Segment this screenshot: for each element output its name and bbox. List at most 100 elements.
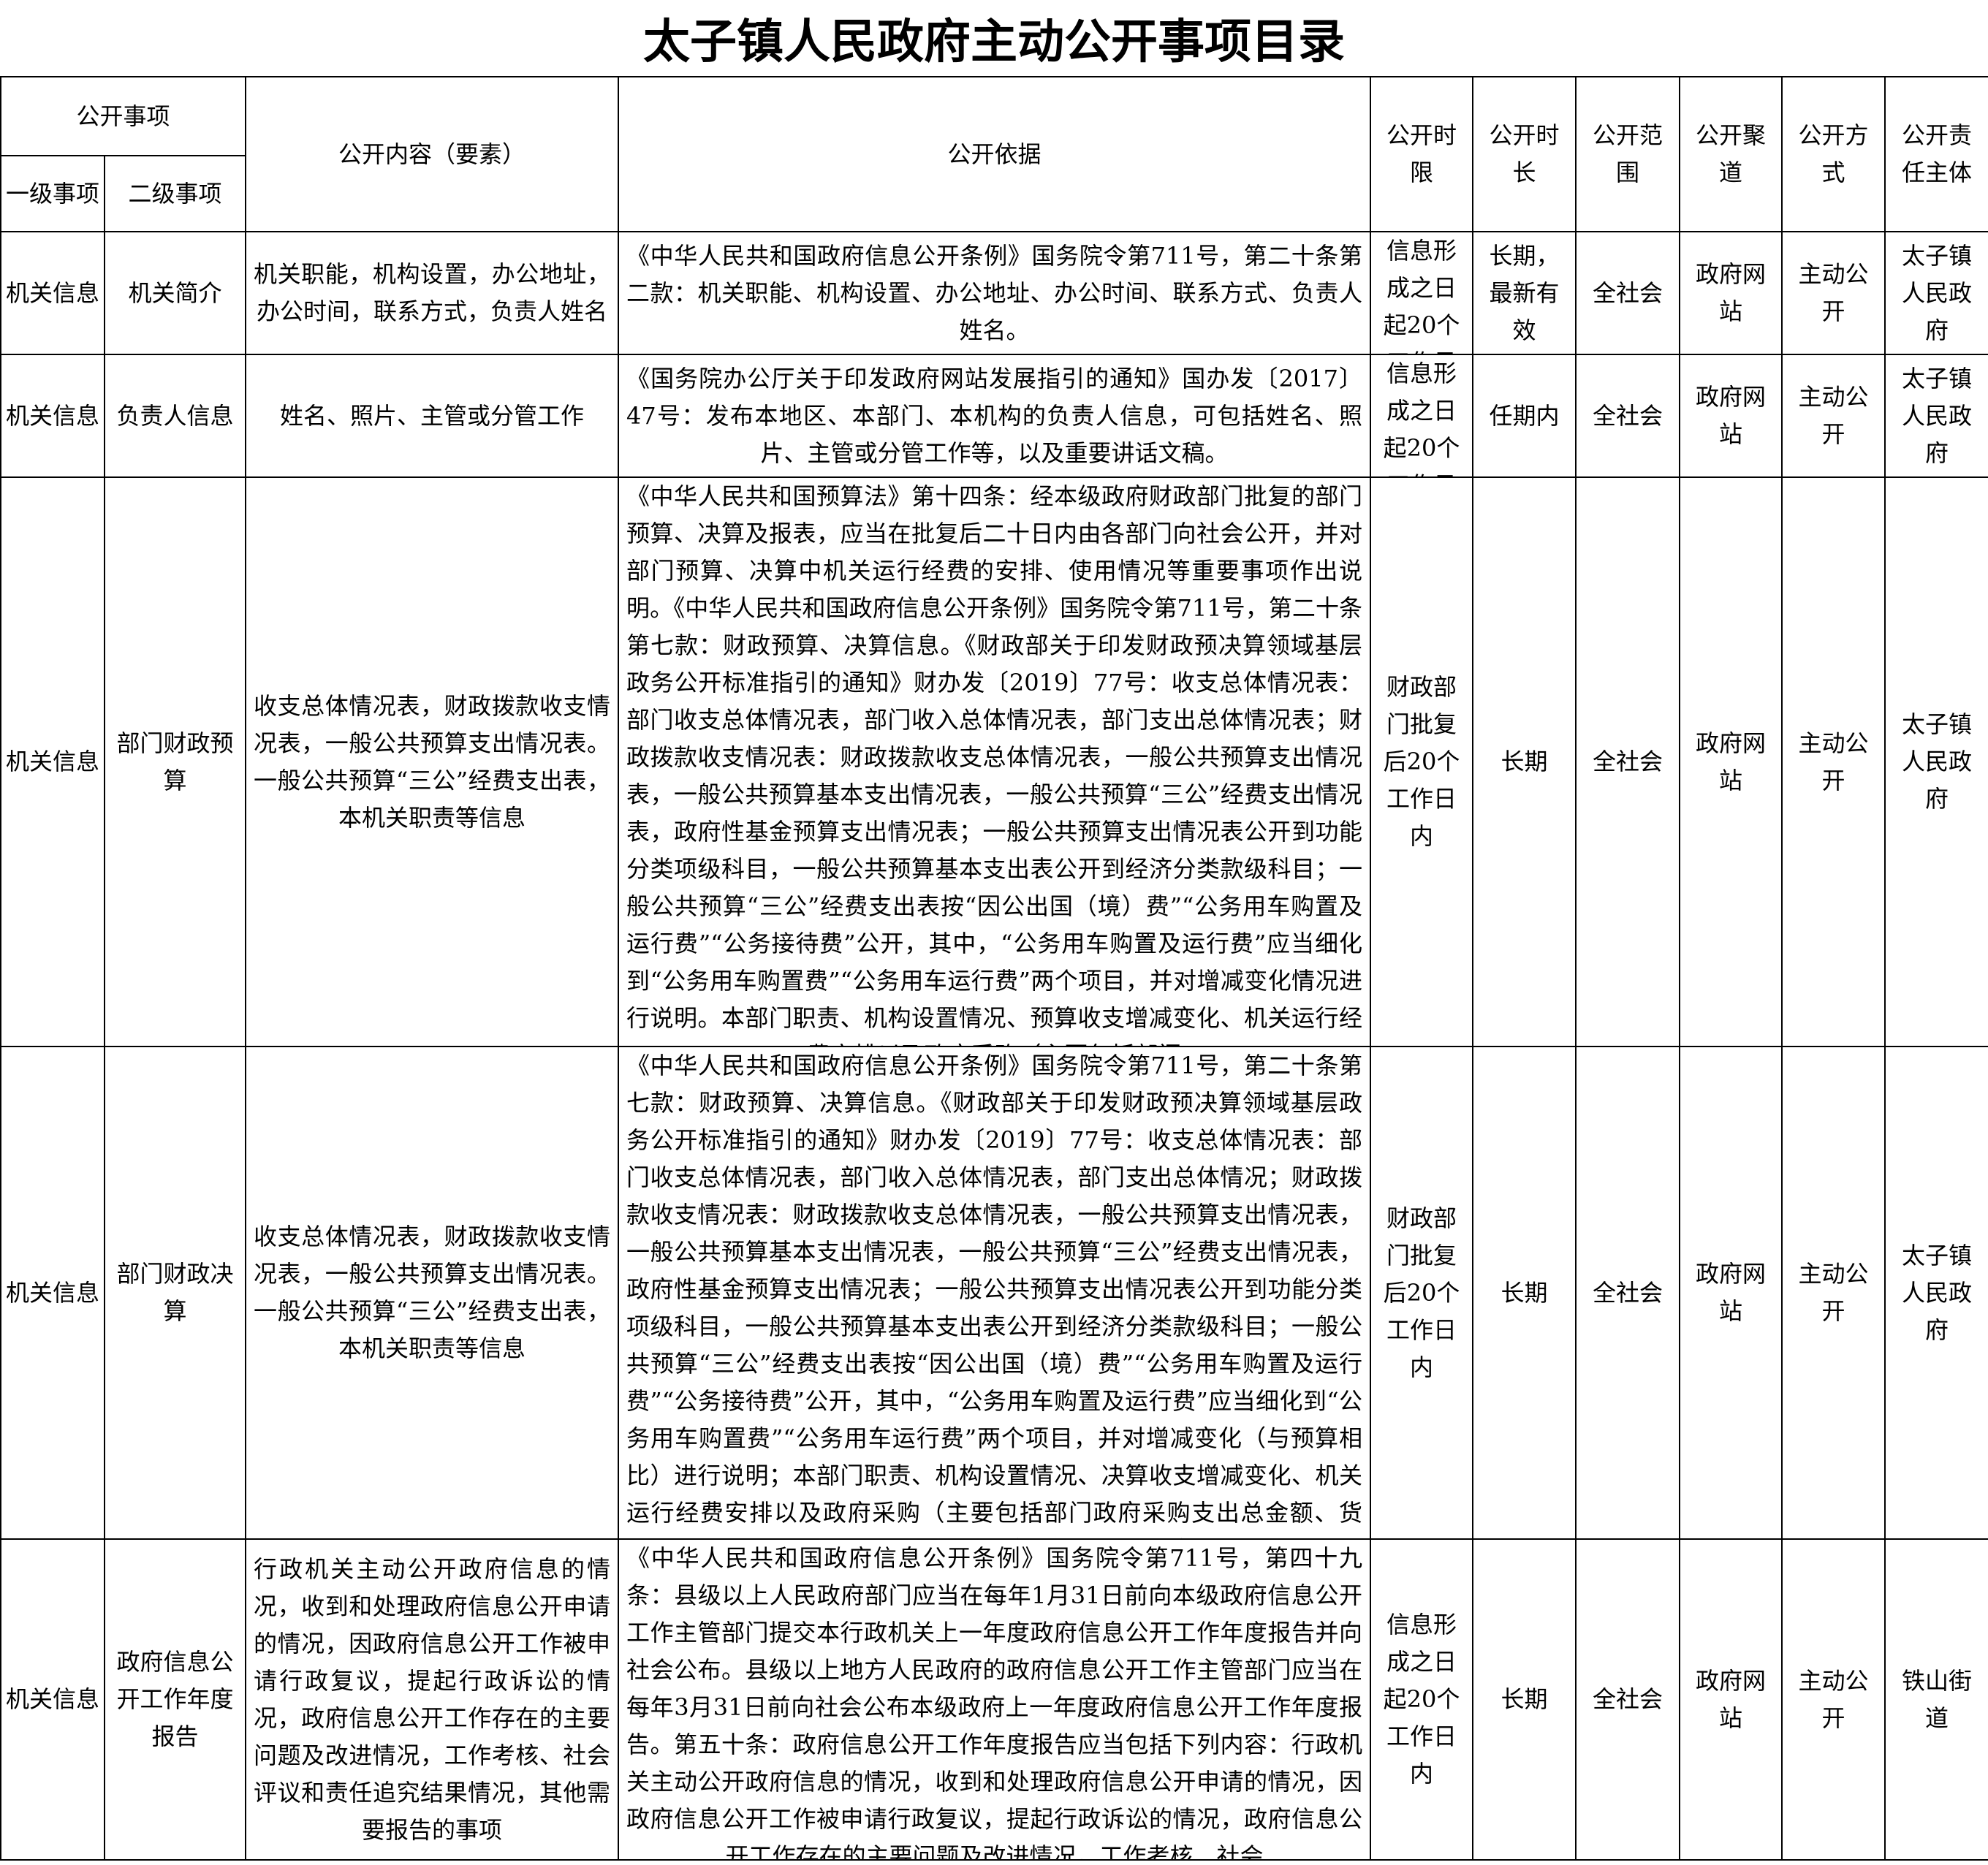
cell-text: 收支总体情况表，财政拨款收支情况表，一般公共预算支出情况表。一般公共预算“三公”… [254,691,611,832]
cell-scope: 全社会 [1577,478,1679,1046]
cell-text: 信息形成之日起20个工作日内 [1383,237,1460,354]
cell-text: 主动公开 [1798,383,1869,448]
cell-duration: 任期内 [1473,355,1575,476]
cell-text: 机关信息 [5,401,99,430]
cell-text: 部门财政预算 [116,729,234,794]
header-subject: 公开责任主体 [1902,121,1973,186]
cell-method: 主动公开 [1783,1047,1884,1538]
cell-text: 部门财政决算 [116,1260,234,1325]
cell-text: 全社会 [1593,748,1663,775]
header-basis: 公开依据 [947,140,1042,168]
header-scope: 公开范围 [1593,121,1663,186]
cell-level1: 机关信息 [1,478,104,1046]
cell-time-limit: 信息形成之日起20个工作日内 [1371,232,1472,354]
cell-text: 主动公开 [1798,1260,1869,1325]
cell-subject: 太子镇人民政府 [1886,232,1988,354]
cell-time-limit: 财政部门批复后20个工作日内 [1371,478,1472,1046]
cell-basis: 《中华人民共和国政府信息公开条例》国务院令第711号，第四十九条：县级以上人民政… [619,1540,1370,1859]
table-row: 机关信息 负责人信息 姓名、照片、主管或分管工作 《国务院办公厅关于印发政府网站发展指… [0,354,1988,478]
cell-scope: 全社会 [1577,1540,1679,1859]
cell-text: 太子镇人民政府 [1902,1241,1973,1344]
cell-basis: 《中华人民共和国预算法》第十四条：经本级政府财政部门批复的部门预算、决算及报表，… [619,478,1370,1046]
table-row: 机关信息 部门财政预算 收支总体情况表，财政拨款收支情况表，一般公共预算支出情况表。… [0,476,1988,1047]
cell-time-limit: 信息形成之日起20个工作日内 [1371,355,1472,476]
cell-subject: 太子镇人民政府 [1886,478,1988,1046]
cell-text: 姓名、照片、主管或分管工作 [280,401,585,430]
cell-text: 《中华人民共和国政府信息公开条例》国务院令第711号，第二十条第七款：财政预算、… [626,1052,1363,1538]
cell-text: 太子镇人民政府 [1902,241,1973,344]
header-group: 公开事项 [76,102,170,130]
cell-text: 任期内 [1489,401,1560,430]
cell-channel: 政府网站 [1680,478,1781,1046]
cell-text: 政府网站 [1696,729,1767,794]
cell-text: 长期 [1501,1278,1548,1307]
page-title: 太子镇人民政府主动公开事项目录 [643,15,1345,69]
cell-text: 政府网站 [1696,383,1767,448]
cell-text: 政府网站 [1696,1260,1767,1325]
cell-level2: 部门财政预算 [105,478,245,1046]
cell-level1: 机关信息 [1,1047,104,1538]
cell-text: 政府网站 [1696,260,1767,325]
cell-text: 主动公开 [1798,1666,1869,1732]
cell-text: 《中华人民共和国政府信息公开条例》国务院令第711号，第二十条第二款：机关职能、… [626,241,1363,344]
cell-time-limit: 信息形成之日起20个工作日内 [1371,1540,1472,1859]
cell-text: 太子镇人民政府 [1902,710,1973,813]
cell-level1: 机关信息 [1,355,104,476]
cell-text: 长期 [1501,748,1548,775]
cell-text: 主动公开 [1798,260,1869,325]
cell-text: 太子镇人民政府 [1902,364,1973,467]
cell-text: 财政部门批复后20个工作日内 [1383,1204,1460,1381]
disclosure-catalog-table: 公开事项 公开内容（要素） 公开依据 公开时限 公开时长 公开范围 公开聚道 公… [0,76,1988,1861]
cell-text: 政府信息公开工作年度报告 [116,1648,234,1750]
cell-text: 机关信息 [5,748,99,775]
cell-scope: 全社会 [1577,355,1679,476]
cell-text: 机关信息 [5,278,99,307]
cell-basis: 《中华人民共和国政府信息公开条例》国务院令第711号，第二十条第二款：机关职能、… [619,232,1370,354]
cell-method: 主动公开 [1783,355,1884,476]
cell-subject: 太子镇人民政府 [1886,355,1988,476]
cell-text: 主动公开 [1798,729,1869,794]
cell-content: 姓名、照片、主管或分管工作 [246,355,618,476]
header-channel: 公开聚道 [1696,121,1767,186]
cell-text: 机关信息 [5,1278,99,1307]
cell-channel: 政府网站 [1680,1540,1781,1859]
cell-text: 铁山街道 [1902,1666,1973,1732]
cell-duration: 长期，最新有效 [1473,232,1575,354]
cell-text: 行政机关主动公开政府信息的情况，收到和处理政府信息公开申请的情况，因政府信息公开… [254,1554,611,1844]
cell-duration: 长期 [1473,1047,1575,1538]
cell-content: 机关职能，机构设置，办公地址，办公时间，联系方式，负责人姓名 [246,232,618,354]
cell-text: 机关简介 [128,278,222,307]
cell-text: 《国务院办公厅关于印发政府网站发展指引的通知》国办发〔2017〕47号：发布本地… [626,364,1363,467]
cell-text: 长期 [1501,1685,1548,1713]
cell-level2: 部门财政决算 [105,1047,245,1538]
cell-method: 主动公开 [1783,1540,1884,1859]
cell-text: 财政部门批复后20个工作日内 [1383,673,1460,850]
cell-level2: 负责人信息 [105,355,245,476]
cell-subject: 铁山街道 [1886,1540,1988,1859]
cell-text: 负责人信息 [116,401,234,430]
table-row: 机关信息 机关简介 机关职能，机构设置，办公地址，办公时间，联系方式，负责人姓名 《中… [0,231,1988,355]
cell-text: 全社会 [1593,1685,1663,1713]
cell-level2: 机关简介 [105,232,245,354]
cell-duration: 长期 [1473,1540,1575,1859]
cell-subject: 太子镇人民政府 [1886,1047,1988,1538]
table-row: 机关信息 部门财政决算 收支总体情况表，财政拨款收支情况表，一般公共预算支出情况表。… [0,1046,1988,1540]
cell-content: 收支总体情况表，财政拨款收支情况表，一般公共预算支出情况表。一般公共预算“三公”… [246,1047,618,1538]
cell-text: 信息形成之日起20个工作日内 [1383,360,1460,476]
header-level1: 一级事项 [5,179,99,208]
cell-basis: 《中华人民共和国政府信息公开条例》国务院令第711号，第二十条第七款：财政预算、… [619,1047,1370,1538]
cell-text: 《中华人民共和国预算法》第十四条：经本级政府财政部门批复的部门预算、决算及报表，… [626,482,1363,1046]
cell-text: 全社会 [1593,401,1663,430]
cell-channel: 政府网站 [1680,232,1781,354]
cell-text: 《中华人民共和国政府信息公开条例》国务院令第711号，第四十九条：县级以上人民政… [626,1544,1363,1859]
cell-text: 政府网站 [1696,1666,1767,1732]
header-duration: 公开时长 [1489,121,1560,186]
cell-text: 信息形成之日起20个工作日内 [1383,1611,1460,1788]
cell-level2: 政府信息公开工作年度报告 [105,1540,245,1859]
cell-text: 全社会 [1593,278,1663,307]
cell-basis: 《国务院办公厅关于印发政府网站发展指引的通知》国办发〔2017〕47号：发布本地… [619,355,1370,476]
table-row: 机关信息 政府信息公开工作年度报告 行政机关主动公开政府信息的情况，收到和处理政府信… [0,1538,1988,1861]
cell-content: 行政机关主动公开政府信息的情况，收到和处理政府信息公开申请的情况，因政府信息公开… [246,1540,618,1859]
header-time-limit: 公开时限 [1386,121,1457,186]
header-level2: 二级事项 [128,179,222,208]
